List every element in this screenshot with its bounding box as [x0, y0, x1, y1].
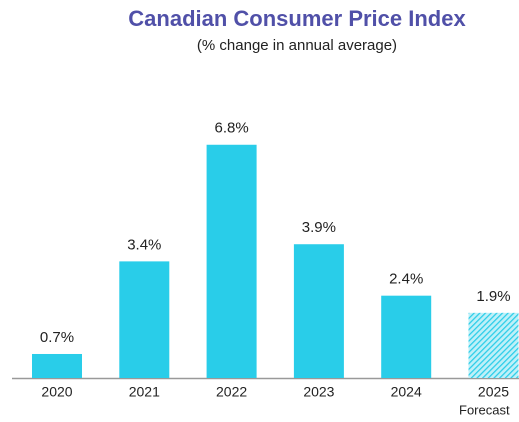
bar [293, 244, 344, 378]
value-label: 3.4% [127, 236, 161, 253]
value-label: 1.9% [476, 288, 510, 305]
bar [119, 261, 170, 378]
x-tick-label: 2022 [216, 384, 247, 400]
x-tick-label: 2020 [41, 384, 72, 400]
bar [206, 144, 257, 378]
bar [468, 312, 519, 378]
annotation: Forecast [459, 402, 510, 417]
value-label: 3.9% [302, 219, 336, 236]
x-tick-label: 2021 [129, 384, 160, 400]
x-tick-label: 2024 [391, 384, 422, 400]
x-tick-label: 2023 [303, 384, 334, 400]
chart-subtitle: (% change in annual average) [197, 37, 397, 54]
value-label: 2.4% [389, 271, 423, 288]
bar [381, 295, 432, 378]
chart-title: Canadian Consumer Price Index [128, 6, 466, 31]
bar [32, 353, 82, 378]
x-tick-label: 2025 [478, 384, 509, 400]
value-label: 0.7% [40, 329, 74, 346]
value-label: 6.8% [214, 120, 248, 137]
